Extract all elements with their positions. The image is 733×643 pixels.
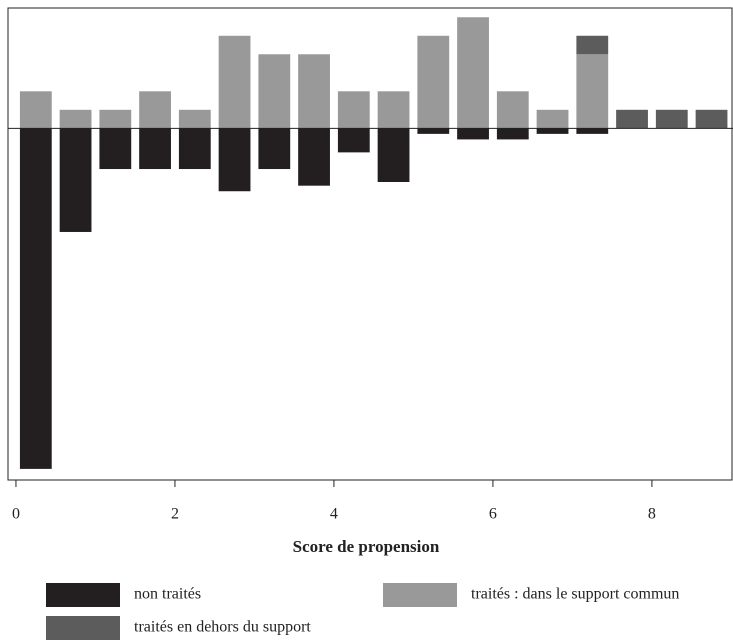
bar xyxy=(496,128,529,140)
bar xyxy=(377,128,410,182)
bar xyxy=(576,54,609,129)
bar xyxy=(59,128,92,232)
bar xyxy=(258,128,291,170)
bar xyxy=(457,17,489,129)
bar xyxy=(178,109,211,129)
bar xyxy=(99,109,132,129)
bar xyxy=(59,109,92,129)
bar xyxy=(417,35,450,129)
bar xyxy=(695,109,728,129)
legend-swatch xyxy=(46,616,120,640)
bar xyxy=(417,128,450,134)
x-axis-title: Score de propension xyxy=(293,537,440,556)
bar xyxy=(139,91,171,129)
legend-label: non traités xyxy=(134,586,201,603)
x-tick-label: 4 xyxy=(330,506,338,523)
legend-label: traités en dehors du support xyxy=(134,619,311,636)
bar xyxy=(377,91,410,129)
bar xyxy=(99,128,132,170)
bar xyxy=(337,128,370,153)
plot-frame xyxy=(7,7,733,481)
legend-swatch xyxy=(383,583,457,607)
bar xyxy=(19,128,52,469)
bar xyxy=(258,54,291,129)
legend-swatch xyxy=(46,583,120,607)
legend-label: traités : dans le support commun xyxy=(471,586,679,603)
bar xyxy=(655,109,688,129)
bar xyxy=(178,128,211,170)
x-tick-label: 0 xyxy=(12,506,20,523)
bar xyxy=(576,35,609,55)
bar xyxy=(298,128,330,186)
x-tick-label: 6 xyxy=(489,506,497,523)
bar xyxy=(616,109,648,129)
bar xyxy=(19,91,52,129)
bar xyxy=(298,54,330,129)
bar xyxy=(337,91,370,129)
x-tick-label: 8 xyxy=(648,506,656,523)
bar xyxy=(536,128,569,134)
bar xyxy=(496,91,529,129)
bar xyxy=(218,128,251,192)
bar xyxy=(218,35,251,129)
bar xyxy=(576,128,609,134)
x-tick-label: 2 xyxy=(171,506,179,523)
bar xyxy=(139,128,171,170)
bar xyxy=(457,128,489,140)
bar xyxy=(536,109,569,129)
